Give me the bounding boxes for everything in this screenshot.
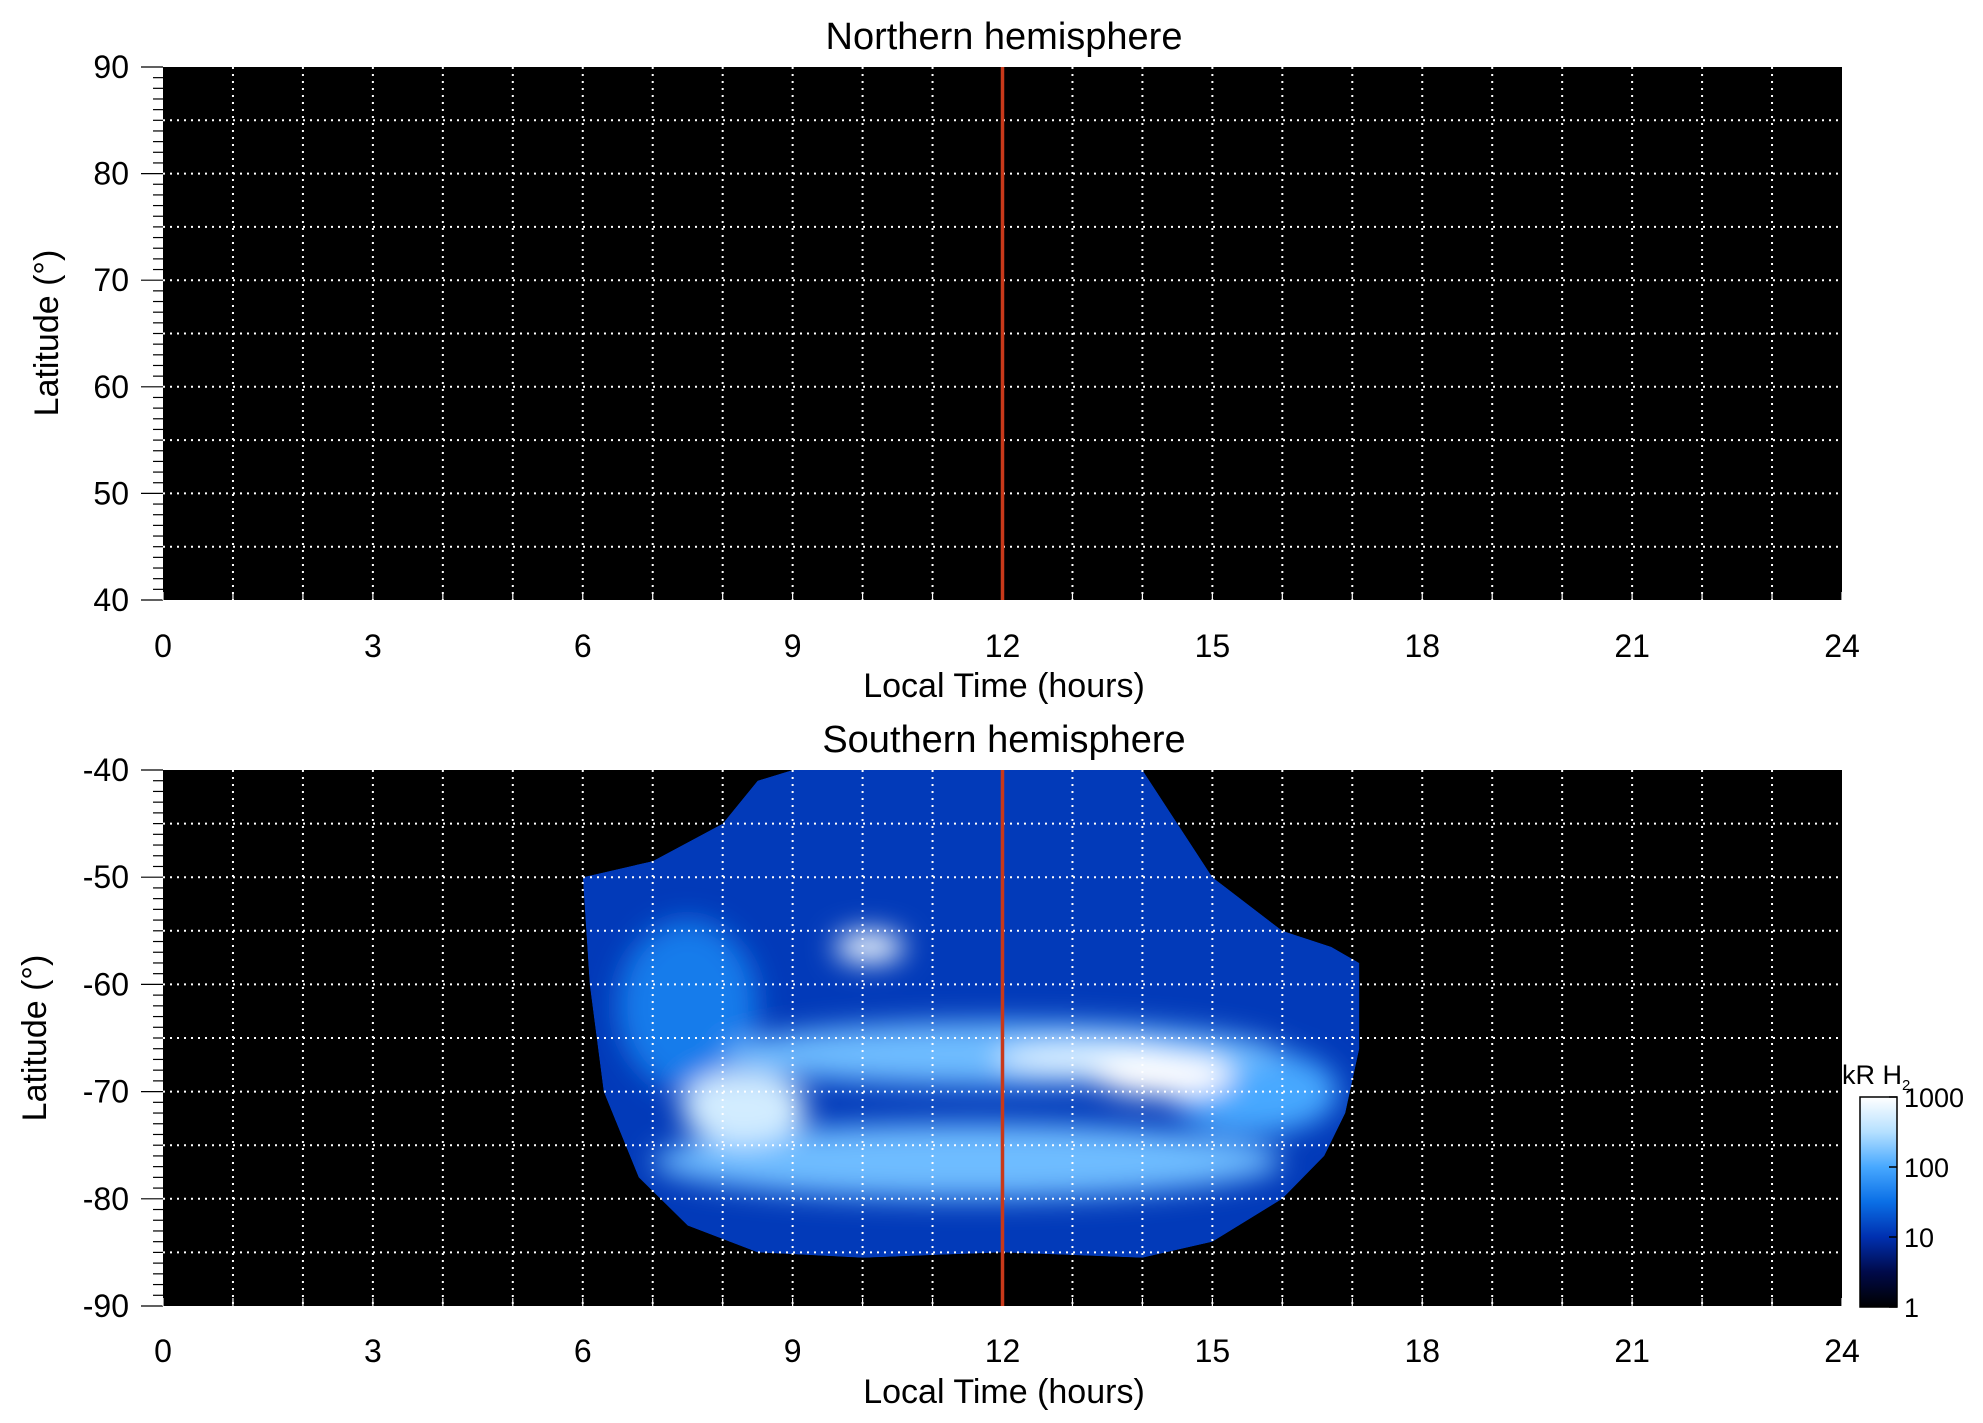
y-tick-label: -90: [83, 1288, 129, 1324]
y-tick-labels: 40 50 60 70 80 90: [93, 49, 129, 618]
colorbar-gradient: [1859, 1096, 1898, 1308]
emission-feature: [617, 920, 758, 1092]
x-axis-label: Local Time (hours): [863, 1373, 1145, 1411]
x-tick-labels: 0 3 6 9 12 15 18 21 24: [154, 628, 1860, 664]
x-tick-label: 9: [784, 1333, 802, 1369]
x-tick-label: 6: [574, 628, 592, 664]
colorbar: kR H2 1 10 100 1000: [1842, 1060, 1964, 1323]
x-tick-label: 3: [364, 628, 382, 664]
y-tick-label: 60: [93, 369, 129, 405]
y-tick-label: 80: [93, 156, 129, 192]
y-tick-label: -40: [83, 752, 129, 788]
panel-northern: Northern hemisphere 40 50 60 70 80 90 0 3 6 9 12 1…: [28, 16, 1860, 705]
x-tick-label: 21: [1614, 628, 1650, 664]
y-tick-labels: -90 -80 -70 -60 -50 -40: [83, 752, 129, 1324]
x-tick-labels: 0 3 6 9 12 15 18 21 24: [154, 1333, 1860, 1369]
x-tick-label: 9: [784, 628, 802, 664]
emission-feature: [680, 1070, 807, 1146]
y-tick-label: -60: [83, 966, 129, 1002]
x-tick-label: 0: [154, 1333, 172, 1369]
panel-title: Northern hemisphere: [826, 16, 1183, 58]
x-tick-label: 3: [364, 1333, 382, 1369]
emission-feature: [652, 1123, 1283, 1199]
y-tick-label: -50: [83, 859, 129, 895]
colorbar-tick-label: 1: [1904, 1293, 1919, 1323]
x-axis-label: Local Time (hours): [863, 667, 1145, 705]
x-tick-label: 21: [1614, 1333, 1650, 1369]
x-tick-label: 15: [1195, 1333, 1231, 1369]
colorbar-label-subscript: 2: [1902, 1077, 1910, 1094]
colorbar-ticks: 1 10 100 1000: [1889, 1083, 1964, 1323]
y-minor-ticks: [141, 769, 1843, 1307]
y-tick-label: 70: [93, 262, 129, 298]
x-tick-label: 24: [1824, 628, 1860, 664]
emission-feature: [1093, 1054, 1234, 1097]
colorbar-tick-label: 10: [1904, 1223, 1934, 1253]
x-tick-label: 15: [1195, 628, 1231, 664]
colorbar-label: kR H2: [1842, 1060, 1910, 1094]
y-tick-label: -80: [83, 1181, 129, 1217]
x-tick-label: 6: [574, 1333, 592, 1369]
x-tick-label: 24: [1824, 1333, 1860, 1369]
panel-southern: Southern hemisphere -90 -80 -70 -60 -50 -40 0…: [16, 719, 1860, 1411]
emission-feature: [834, 930, 905, 963]
panel-title: Southern hemisphere: [822, 719, 1185, 761]
colorbar-tick-label: 1000: [1904, 1083, 1964, 1113]
colorbar-label-main: kR H: [1842, 1060, 1902, 1090]
y-axis-label: Latitude (°): [16, 955, 54, 1122]
x-tick-label: 12: [985, 1333, 1021, 1369]
y-tick-label: 40: [93, 582, 129, 618]
x-tick-label: 18: [1404, 628, 1440, 664]
colorbar-tick-label: 100: [1904, 1153, 1949, 1183]
x-tick-label: 0: [154, 628, 172, 664]
gridlines: [163, 67, 1842, 600]
y-tick-label: -70: [83, 1074, 129, 1110]
y-tick-label: 90: [93, 49, 129, 85]
y-axis-label: Latitude (°): [28, 250, 66, 417]
x-tick-label: 12: [985, 628, 1021, 664]
y-tick-label: 50: [93, 475, 129, 511]
x-tick-label: 18: [1404, 1333, 1440, 1369]
